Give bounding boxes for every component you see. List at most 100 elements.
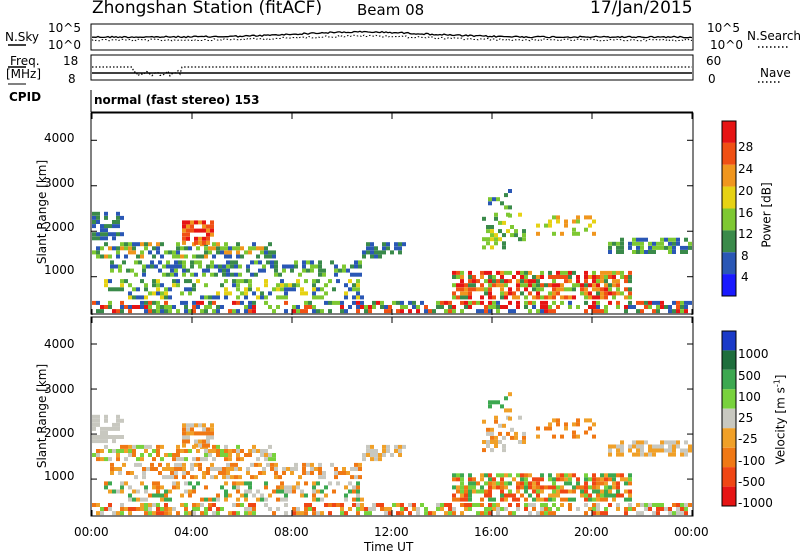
power-cell <box>328 279 332 284</box>
power-cell <box>400 300 404 305</box>
velocity-cell <box>648 452 652 457</box>
power-cell <box>592 295 596 300</box>
velocity-cell <box>372 507 376 511</box>
velocity-cell <box>306 462 310 467</box>
power-cell <box>336 300 340 305</box>
power-cell <box>668 305 672 309</box>
velocity-cell <box>156 511 160 516</box>
power-cell <box>320 309 324 314</box>
power-cell <box>468 295 472 300</box>
velocity-cell <box>484 481 488 486</box>
velocity-cell <box>206 471 210 475</box>
velocity-cell <box>224 489 228 494</box>
power-cell <box>224 250 228 255</box>
velocity-cell <box>372 503 376 507</box>
power-cell <box>600 270 604 275</box>
velocity-cell <box>360 507 364 511</box>
power-cell <box>254 260 258 265</box>
velocity-cell <box>532 497 536 502</box>
power-cell <box>580 287 584 292</box>
velocity-cell <box>502 435 506 440</box>
power-cell <box>498 237 502 242</box>
power-cell <box>616 250 620 254</box>
velocity-cell <box>228 449 232 453</box>
power-cell <box>460 300 464 305</box>
velocity-cell <box>292 489 296 494</box>
power-cell <box>596 300 600 305</box>
xtick-0800: 08:00 <box>274 525 309 539</box>
velocity-cell <box>572 434 576 439</box>
power-cell <box>540 270 544 275</box>
colorbar-swatch <box>722 164 736 187</box>
velocity-cell <box>394 444 398 449</box>
velocity-cell <box>584 481 588 486</box>
power-cell <box>680 245 684 250</box>
velocity-cell <box>302 471 306 475</box>
power-cell <box>92 300 96 305</box>
velocity-cell <box>384 511 388 516</box>
power-cell <box>136 295 140 300</box>
velocity-cell <box>486 427 490 432</box>
velocity-cell <box>174 471 178 475</box>
power-cell <box>292 305 296 309</box>
power-cell <box>352 295 356 300</box>
power-cell <box>196 305 200 309</box>
nave-label: Nave <box>760 66 791 80</box>
velocity-cell <box>494 435 498 440</box>
power-cell <box>200 309 204 314</box>
velocity-cell <box>488 511 492 516</box>
power-cell <box>92 232 96 237</box>
power-cell <box>174 272 178 277</box>
velocity-cell <box>216 449 220 453</box>
velocity-cell <box>552 489 556 494</box>
power-cell <box>604 309 608 314</box>
power-cell <box>664 237 668 242</box>
velocity-cell <box>352 485 356 490</box>
power-cell <box>204 250 208 255</box>
velocity-cell <box>448 503 452 507</box>
velocity-cell <box>190 427 194 432</box>
velocity-cell <box>144 503 148 507</box>
velocity-cell <box>636 452 640 457</box>
velocity-cell <box>164 507 168 511</box>
power-cell <box>596 275 600 279</box>
velocity-cell <box>608 493 612 498</box>
velocity-cell <box>258 462 262 467</box>
power-cell <box>624 305 628 309</box>
power-cbar-tick-16: 16 <box>738 206 754 220</box>
velocity-cell <box>322 475 326 480</box>
power-cell <box>92 215 96 220</box>
velocity-cell <box>400 507 404 511</box>
velocity-cell <box>224 449 228 453</box>
velocity-cell <box>212 511 216 516</box>
power-cell <box>156 242 160 247</box>
power-cell <box>108 224 112 229</box>
power-cell <box>210 264 214 269</box>
velocity-cell <box>304 503 308 507</box>
velocity-cell <box>206 467 210 471</box>
power-cell <box>318 264 322 269</box>
power-cell <box>356 287 360 292</box>
velocity-cell <box>468 481 472 486</box>
power-cell <box>552 309 556 314</box>
power-cell <box>212 254 216 259</box>
power-cell <box>556 270 560 275</box>
power-cell <box>136 305 140 309</box>
velocity-cell <box>628 481 632 486</box>
colorbar-swatch <box>722 369 736 390</box>
power-cell <box>116 254 120 259</box>
power-cell <box>168 305 172 309</box>
velocity-cell <box>108 449 112 453</box>
freq-label-1: Freq. <box>10 54 40 68</box>
power-cell <box>644 250 648 254</box>
velocity-cell <box>172 481 176 486</box>
velocity-cell <box>672 448 676 453</box>
velocity-cell <box>412 507 416 511</box>
power-cell <box>292 287 296 292</box>
power-cell <box>306 268 310 273</box>
velocity-cell <box>680 511 684 516</box>
velocity-cell <box>270 467 274 471</box>
velocity-cell <box>144 497 148 502</box>
velocity-cell <box>202 475 206 480</box>
power-cell <box>424 309 428 314</box>
